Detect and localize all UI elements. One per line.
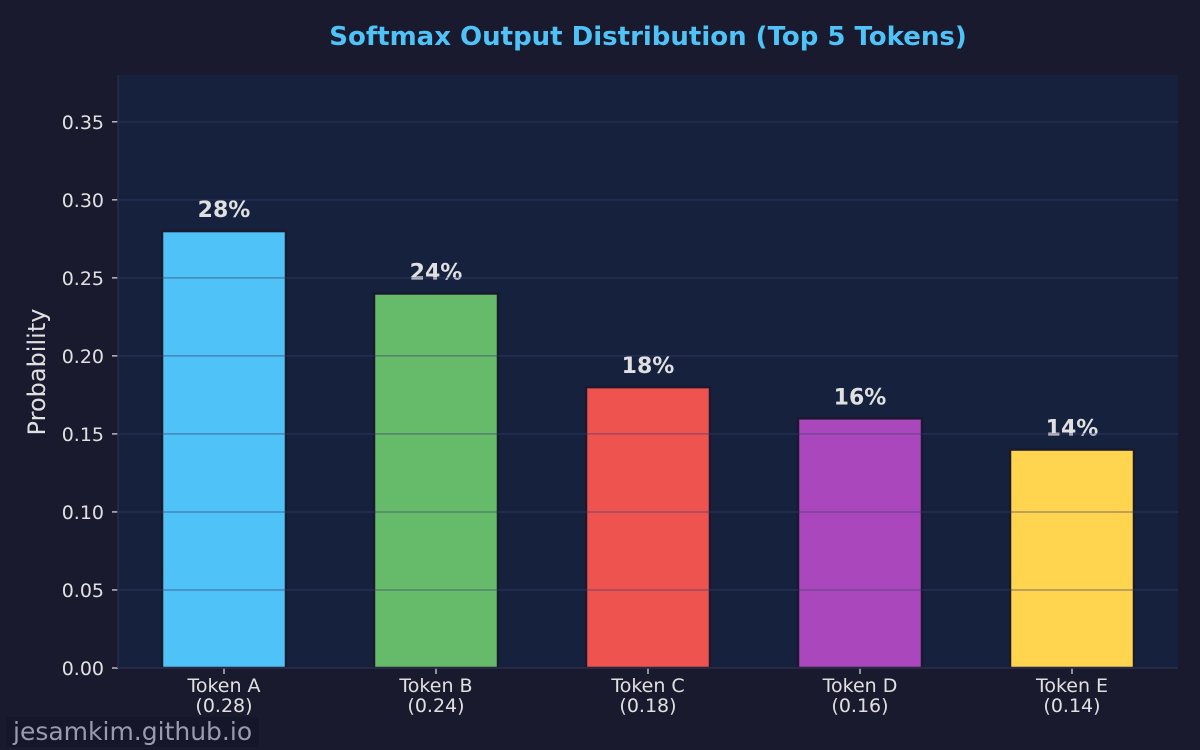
x-tick-label-0: (0.28) — [195, 695, 252, 717]
y-tick-label-7: 0.35 — [62, 112, 104, 134]
bar-1 — [372, 292, 500, 670]
x-tick-label-3: Token D — [822, 675, 898, 697]
bar-4 — [1008, 448, 1136, 670]
watermark: jesamkim.github.io — [6, 717, 260, 747]
data-label-4: 14% — [1046, 417, 1099, 442]
chart-title: Softmax Output Distribution (Top 5 Token… — [329, 22, 967, 52]
y-tick-label-0: 0.00 — [62, 658, 104, 680]
bar-3 — [796, 417, 924, 670]
x-tick-label-2: Token C — [610, 675, 684, 697]
y-tick-label-5: 0.25 — [62, 268, 104, 290]
y-tick-label-1: 0.05 — [62, 580, 104, 602]
x-tick-label-4: Token E — [1035, 675, 1108, 697]
x-tick-label-0: Token A — [186, 675, 260, 697]
y-tick-label-4: 0.20 — [62, 346, 104, 368]
x-tick-label-2: (0.18) — [619, 695, 676, 717]
bar-2 — [584, 385, 712, 670]
x-tick-label-1: (0.24) — [407, 695, 464, 717]
y-axis-label: Probability — [23, 309, 51, 436]
x-tick-label-4: (0.14) — [1043, 695, 1100, 717]
y-tick-label-3: 0.15 — [62, 424, 104, 446]
data-label-2: 18% — [622, 354, 675, 379]
data-label-3: 16% — [834, 385, 887, 410]
y-tick-label-2: 0.10 — [62, 502, 104, 524]
data-label-1: 24% — [410, 260, 463, 285]
bar-0 — [160, 229, 288, 670]
x-tick-label-3: (0.16) — [831, 695, 888, 717]
data-label-0: 28% — [198, 198, 251, 223]
x-tick-label-1: Token B — [398, 675, 472, 697]
y-tick-label-6: 0.30 — [62, 190, 104, 212]
